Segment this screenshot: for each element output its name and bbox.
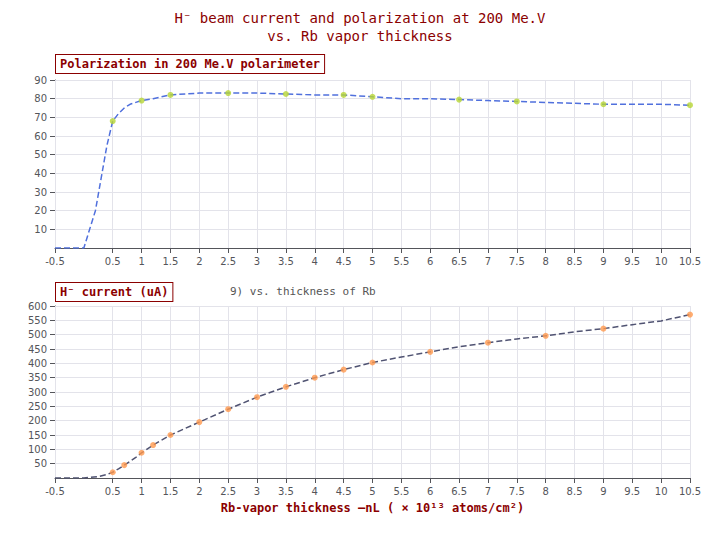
svg-text:9: 9 — [600, 256, 606, 267]
svg-text:8: 8 — [542, 486, 548, 497]
svg-text:6: 6 — [427, 486, 433, 497]
svg-text:40: 40 — [34, 168, 47, 179]
svg-text:4: 4 — [312, 256, 318, 267]
svg-text:150: 150 — [28, 430, 47, 441]
svg-text:-0.5: -0.5 — [45, 486, 65, 497]
svg-text:8: 8 — [542, 256, 548, 267]
svg-text:7: 7 — [485, 256, 491, 267]
svg-text:4.5: 4.5 — [336, 486, 352, 497]
svg-text:6.5: 6.5 — [451, 486, 467, 497]
svg-text:600: 600 — [28, 301, 47, 312]
svg-text:2: 2 — [196, 256, 202, 267]
svg-text:Polarization in 200 Me.V polar: Polarization in 200 Me.V polarimeter — [60, 57, 320, 71]
svg-text:3.5: 3.5 — [278, 486, 294, 497]
svg-text:80: 80 — [34, 93, 47, 104]
svg-text:550: 550 — [28, 315, 47, 326]
svg-text:9: 9 — [600, 486, 606, 497]
svg-text:6.5: 6.5 — [451, 256, 467, 267]
svg-text:9) vs. thickness of Rb: 9) vs. thickness of Rb — [230, 285, 376, 298]
svg-text:30: 30 — [34, 187, 47, 198]
svg-text:3: 3 — [254, 256, 260, 267]
svg-text:7.5: 7.5 — [509, 256, 525, 267]
svg-text:-0.5: -0.5 — [45, 256, 65, 267]
svg-text:200: 200 — [28, 415, 47, 426]
svg-text:Rb-vapor thickness –nL ( × 10¹: Rb-vapor thickness –nL ( × 10¹³ atoms/cm… — [221, 501, 524, 515]
svg-text:10: 10 — [655, 256, 668, 267]
svg-text:1.5: 1.5 — [163, 256, 179, 267]
svg-text:7.5: 7.5 — [509, 486, 525, 497]
svg-text:vs. Rb vapor thickness: vs. Rb vapor thickness — [267, 28, 452, 44]
svg-text:300: 300 — [28, 387, 47, 398]
svg-text:2.5: 2.5 — [220, 486, 236, 497]
svg-text:20: 20 — [34, 205, 47, 216]
svg-text:5: 5 — [369, 486, 375, 497]
svg-text:450: 450 — [28, 344, 47, 355]
svg-text:50: 50 — [34, 149, 47, 160]
svg-text:4: 4 — [312, 486, 318, 497]
svg-text:1: 1 — [138, 486, 144, 497]
svg-text:H⁻ beam current and polarizati: H⁻ beam current and polarization at 200 … — [175, 10, 546, 26]
svg-text:6: 6 — [427, 256, 433, 267]
svg-text:50: 50 — [34, 458, 47, 469]
svg-text:10.5: 10.5 — [679, 256, 701, 267]
svg-text:60: 60 — [34, 131, 47, 142]
svg-text:5: 5 — [369, 256, 375, 267]
svg-text:0.5: 0.5 — [105, 256, 121, 267]
svg-text:70: 70 — [34, 112, 47, 123]
svg-text:100: 100 — [28, 444, 47, 455]
svg-text:350: 350 — [28, 372, 47, 383]
svg-text:1: 1 — [138, 256, 144, 267]
svg-text:90: 90 — [34, 75, 47, 86]
svg-text:8.5: 8.5 — [567, 486, 583, 497]
svg-text:4.5: 4.5 — [336, 256, 352, 267]
svg-text:5.5: 5.5 — [393, 256, 409, 267]
svg-text:2.5: 2.5 — [220, 256, 236, 267]
svg-text:7: 7 — [485, 486, 491, 497]
svg-text:10.5: 10.5 — [679, 486, 701, 497]
svg-text:8.5: 8.5 — [567, 256, 583, 267]
svg-text:3.5: 3.5 — [278, 256, 294, 267]
svg-text:H⁻ current (uA): H⁻ current (uA) — [60, 285, 168, 299]
svg-text:400: 400 — [28, 358, 47, 369]
svg-text:3: 3 — [254, 486, 260, 497]
svg-text:1.5: 1.5 — [163, 486, 179, 497]
svg-text:0.5: 0.5 — [105, 486, 121, 497]
svg-text:10: 10 — [655, 486, 668, 497]
svg-text:500: 500 — [28, 329, 47, 340]
svg-text:9.5: 9.5 — [624, 486, 640, 497]
svg-text:9.5: 9.5 — [624, 256, 640, 267]
svg-text:5.5: 5.5 — [393, 486, 409, 497]
svg-text:2: 2 — [196, 486, 202, 497]
svg-text:250: 250 — [28, 401, 47, 412]
svg-text:10: 10 — [34, 224, 47, 235]
